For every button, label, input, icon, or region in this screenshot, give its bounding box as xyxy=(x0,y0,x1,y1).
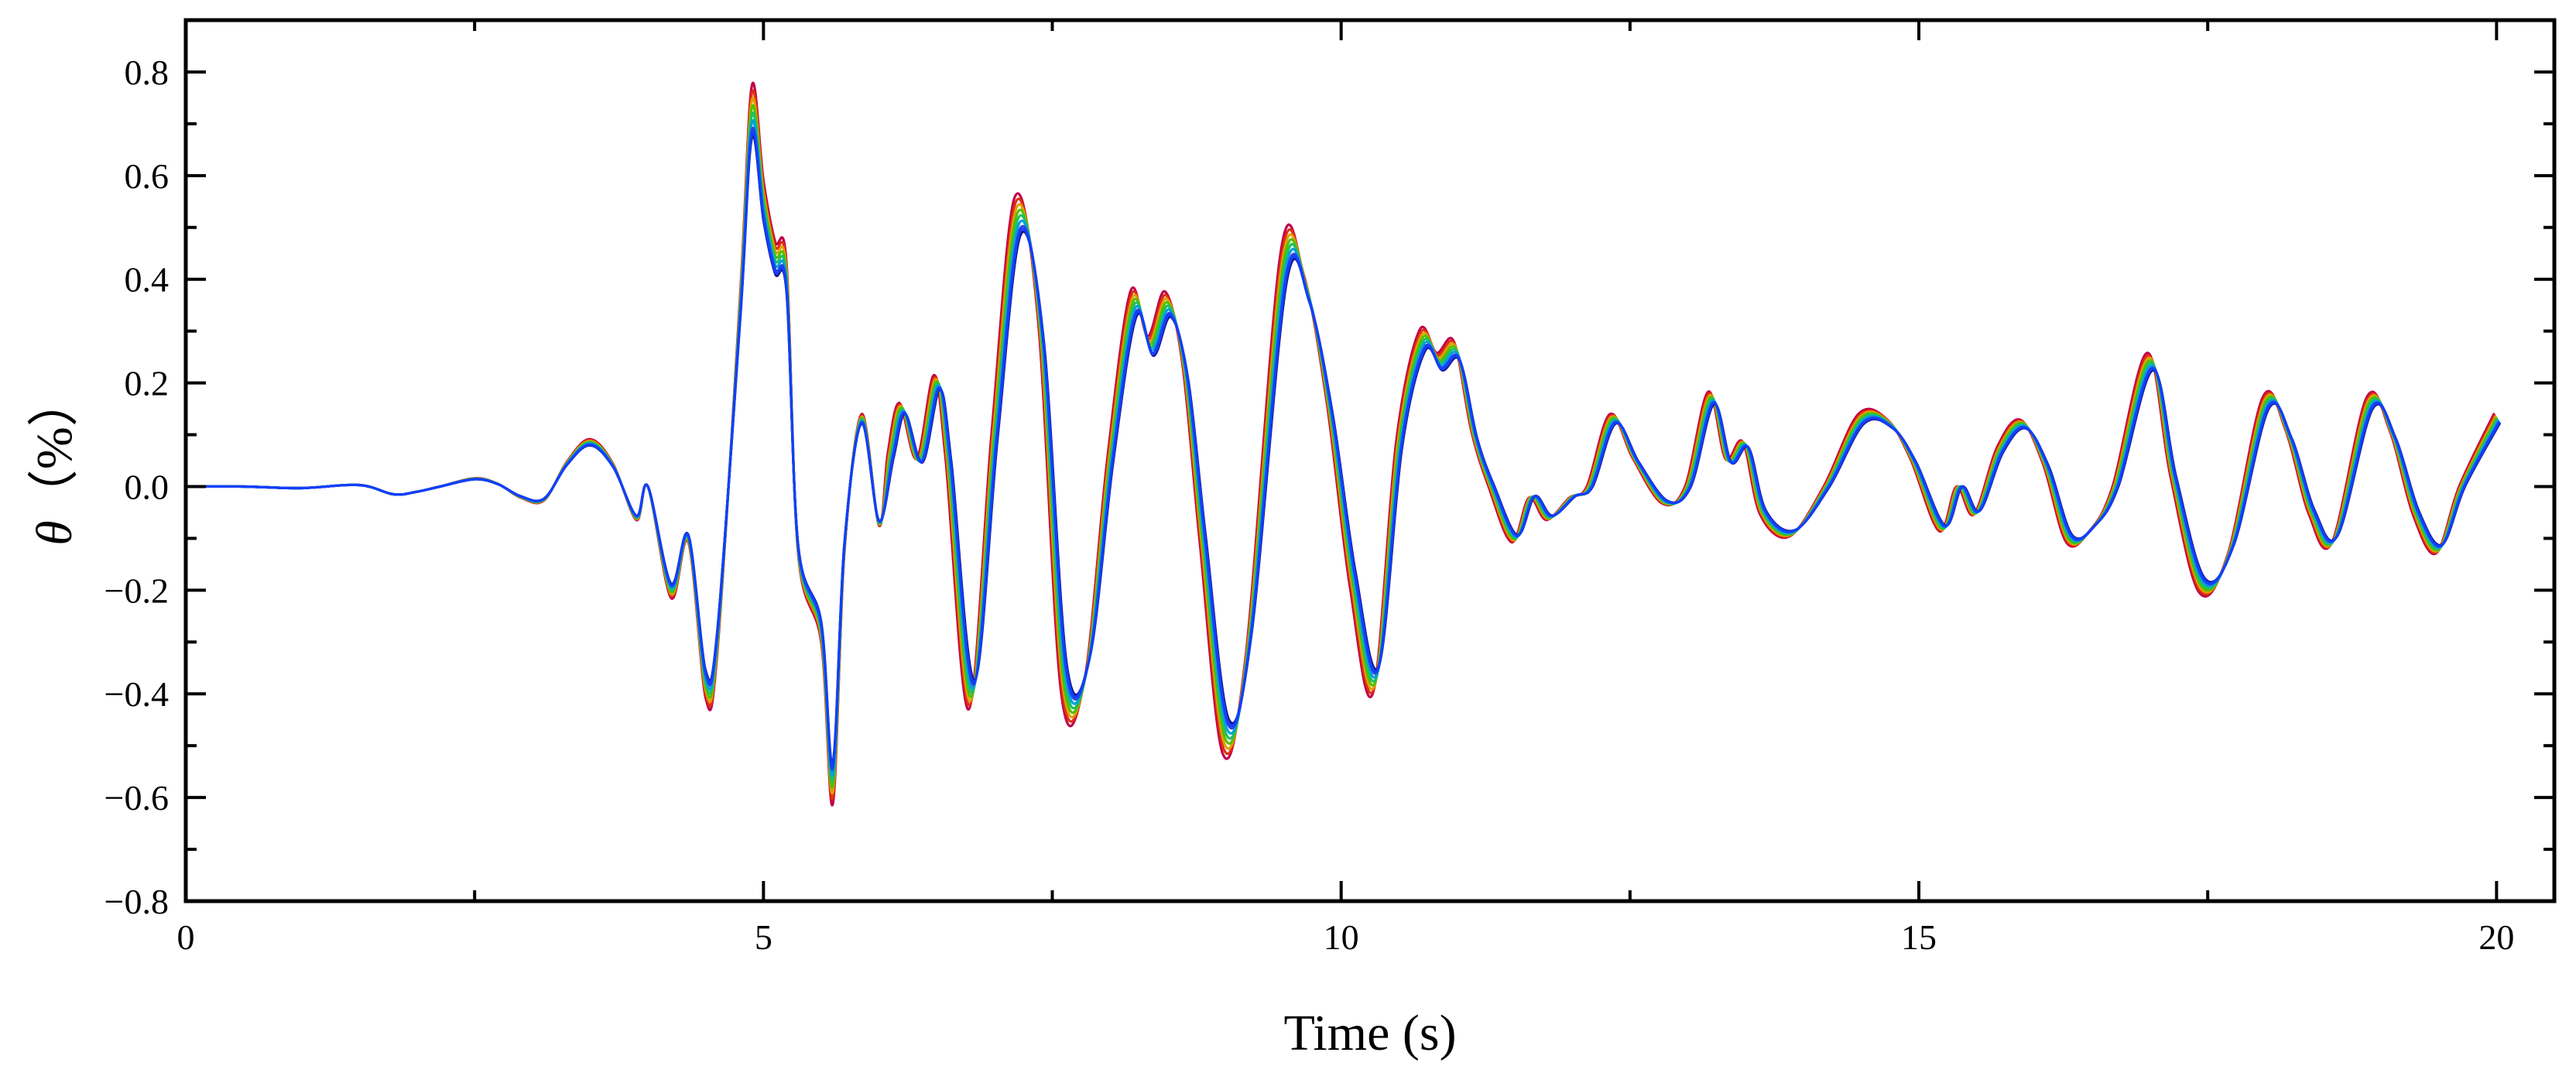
series-line-9 xyxy=(186,130,2501,768)
series-line-1 xyxy=(186,81,2496,807)
y-axis-symbol: θ xyxy=(26,520,83,545)
y-tick-label: 0.4 xyxy=(125,260,170,300)
series-line-2 xyxy=(186,89,2496,800)
y-axis-title: θ（%） xyxy=(26,375,83,545)
series-line-4 xyxy=(186,104,2498,789)
series-line-5 xyxy=(186,111,2499,783)
y-tick-label: 0.2 xyxy=(125,364,170,403)
axis-ticks xyxy=(184,20,2554,903)
series-line-3 xyxy=(186,96,2497,795)
series-line-8 xyxy=(186,134,2501,765)
y-tick-label: 0.8 xyxy=(125,53,170,92)
x-tick-label: 15 xyxy=(1901,917,1937,957)
y-tick-label: 0.6 xyxy=(125,156,170,196)
y-axis-unit: （%） xyxy=(26,375,83,520)
plot-area xyxy=(186,81,2501,807)
y-tick-label: −0.8 xyxy=(104,882,169,921)
series-line-7 xyxy=(186,126,2500,771)
y-tick-label: 0.0 xyxy=(125,467,170,506)
axis-tick-labels: 0 5 10 15 20 −0.8 −0.6 −0.4 −0.2 0.0 0.2 0.4 0.6 0.8 xyxy=(104,53,2515,957)
y-tick-label: −0.6 xyxy=(104,778,169,818)
y-tick-label: −0.4 xyxy=(104,674,169,714)
y-tick-label: −0.2 xyxy=(104,571,169,610)
series-line-6 xyxy=(186,119,2499,777)
x-tick-label: 10 xyxy=(1324,917,1359,957)
x-axis-title: Time (s) xyxy=(1283,1005,1456,1061)
x-tick-label: 20 xyxy=(2478,917,2514,957)
x-tick-label: 0 xyxy=(177,917,195,957)
x-tick-label: 5 xyxy=(755,917,772,957)
plot-frame xyxy=(183,18,2557,903)
